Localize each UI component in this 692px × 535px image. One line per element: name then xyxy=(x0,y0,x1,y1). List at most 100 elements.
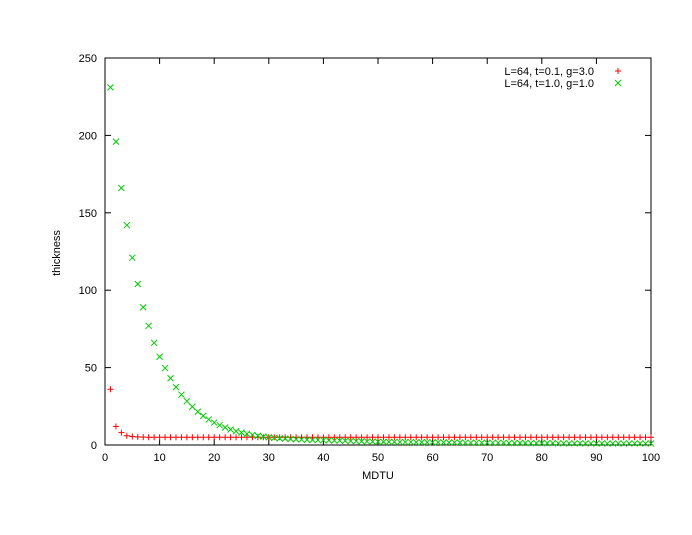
data-point xyxy=(303,436,311,444)
data-point xyxy=(462,434,469,441)
data-point xyxy=(151,434,158,441)
data-point xyxy=(309,436,316,444)
data-point xyxy=(292,435,300,443)
data-point xyxy=(642,434,649,441)
data-point xyxy=(598,434,605,441)
data-point xyxy=(522,434,529,441)
data-point xyxy=(194,408,202,416)
data-point xyxy=(647,440,655,447)
data-point xyxy=(156,353,163,361)
data-point xyxy=(364,434,371,441)
data-point xyxy=(385,438,393,446)
data-point xyxy=(107,386,114,393)
data-point xyxy=(222,434,229,441)
data-point xyxy=(194,434,201,441)
data-point xyxy=(560,439,567,447)
legend-marker xyxy=(615,68,621,74)
y-tick-label: 0 xyxy=(91,440,97,452)
x-tick-label: 60 xyxy=(426,452,438,464)
data-point xyxy=(565,439,573,447)
data-point xyxy=(287,435,294,443)
data-point xyxy=(472,439,480,447)
data-point xyxy=(505,439,513,447)
data-point xyxy=(489,434,496,441)
data-point xyxy=(380,438,387,446)
data-point xyxy=(440,439,447,446)
data-point xyxy=(227,426,234,433)
x-tick-label: 40 xyxy=(317,452,329,464)
data-point xyxy=(484,434,491,441)
data-point xyxy=(500,434,507,441)
data-point xyxy=(478,434,485,441)
data-point xyxy=(533,434,540,441)
data-point xyxy=(467,439,475,447)
data-point xyxy=(604,434,611,441)
data-point xyxy=(511,434,518,441)
x-tick-label: 10 xyxy=(153,452,165,464)
data-point xyxy=(391,434,398,441)
data-point xyxy=(402,434,409,441)
data-point xyxy=(281,435,289,443)
data-point xyxy=(593,434,600,441)
series-layer xyxy=(107,84,655,447)
data-point xyxy=(451,434,458,441)
data-point xyxy=(648,434,654,441)
x-tick-label: 30 xyxy=(263,452,275,464)
data-point xyxy=(571,439,578,447)
data-point xyxy=(440,434,447,441)
data-point xyxy=(369,438,376,445)
data-point xyxy=(118,184,125,192)
x-tick-label: 20 xyxy=(208,452,220,464)
data-point xyxy=(527,434,534,441)
data-point xyxy=(330,437,338,444)
data-point xyxy=(320,434,327,441)
data-point xyxy=(347,434,354,441)
series-1 xyxy=(107,386,654,441)
data-point xyxy=(172,383,180,391)
data-point xyxy=(112,423,119,430)
data-point xyxy=(380,434,387,441)
data-point xyxy=(566,434,573,441)
data-point xyxy=(221,424,229,431)
data-point xyxy=(462,439,469,447)
plot-border xyxy=(104,57,652,446)
data-point xyxy=(353,434,360,441)
data-point xyxy=(107,84,114,91)
data-point xyxy=(363,438,371,445)
data-point xyxy=(145,434,152,441)
data-point xyxy=(178,434,185,441)
data-point xyxy=(571,434,578,441)
data-point xyxy=(445,434,452,441)
data-point xyxy=(254,432,262,440)
data-point xyxy=(140,434,147,441)
data-point xyxy=(576,439,584,447)
data-point xyxy=(473,434,480,441)
data-point xyxy=(495,434,502,441)
data-point xyxy=(243,434,250,441)
data-point xyxy=(467,434,474,441)
data-point xyxy=(527,439,535,447)
data-point xyxy=(434,439,442,446)
data-point xyxy=(603,440,611,447)
y-axis: 0 50 100 150 200 250 xyxy=(79,53,651,452)
data-point xyxy=(625,440,633,447)
data-point xyxy=(172,434,179,441)
data-point xyxy=(538,439,546,447)
data-point xyxy=(620,440,628,447)
y-tick-label: 250 xyxy=(79,53,97,65)
x-tick-label: 70 xyxy=(481,452,493,464)
data-point xyxy=(538,434,545,441)
data-point xyxy=(150,339,158,347)
data-point xyxy=(554,439,562,447)
data-point xyxy=(544,434,551,441)
data-point xyxy=(549,434,556,441)
data-point xyxy=(522,439,529,447)
data-point xyxy=(123,432,130,439)
data-point xyxy=(161,364,169,372)
data-point xyxy=(156,434,163,441)
data-point xyxy=(516,434,523,441)
legend: L=64, t=0.1, g=3.0L=64, t=1.0, g=1.0 xyxy=(504,66,622,90)
data-point xyxy=(637,434,644,441)
data-point xyxy=(118,429,125,436)
